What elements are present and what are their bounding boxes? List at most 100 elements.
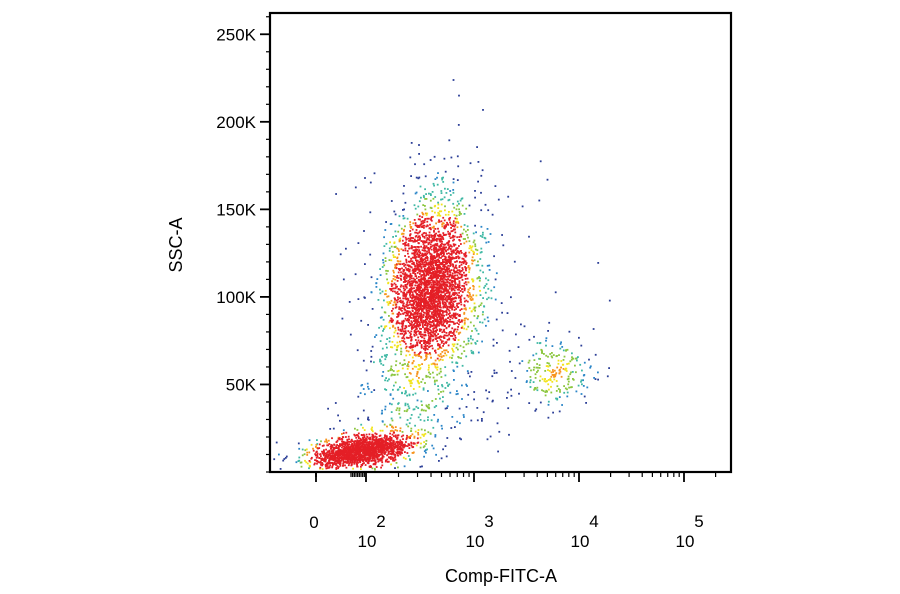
event-point <box>379 340 382 342</box>
event-point <box>461 232 464 235</box>
event-point <box>443 321 445 323</box>
event-point <box>356 439 359 442</box>
event-point <box>410 226 413 228</box>
event-point <box>407 318 409 320</box>
event-point <box>448 246 451 249</box>
event-point <box>432 197 435 200</box>
event-point <box>435 326 437 329</box>
event-point <box>396 389 399 391</box>
event-point <box>382 441 385 444</box>
event-point <box>423 274 426 277</box>
event-point <box>355 442 358 445</box>
event-point <box>396 257 399 260</box>
event-point <box>422 278 425 281</box>
event-point <box>386 346 388 349</box>
event-point <box>464 281 467 283</box>
event-point <box>471 262 474 265</box>
event-point <box>404 242 406 245</box>
event-point <box>417 246 420 249</box>
event-point <box>466 385 468 387</box>
event-point <box>438 254 440 256</box>
event-point <box>425 308 428 311</box>
event-point <box>397 311 400 314</box>
event-point <box>391 320 394 323</box>
event-point <box>427 353 429 355</box>
event-point <box>558 372 561 375</box>
event-point <box>391 319 393 322</box>
event-point <box>408 443 411 446</box>
event-point <box>418 261 420 264</box>
event-point <box>440 275 443 277</box>
event-point <box>355 440 357 443</box>
event-point <box>458 284 461 286</box>
event-point <box>408 353 411 356</box>
event-point <box>436 306 439 309</box>
event-point <box>556 385 559 388</box>
event-point <box>405 293 408 295</box>
event-point <box>446 266 448 269</box>
event-point <box>316 455 319 458</box>
event-point <box>325 467 328 470</box>
data-points <box>273 79 611 471</box>
event-point <box>423 240 425 243</box>
event-point <box>370 360 372 363</box>
event-point <box>395 364 397 367</box>
event-point <box>425 328 428 331</box>
event-point <box>415 318 418 321</box>
event-point <box>421 465 423 468</box>
event-point <box>440 340 443 343</box>
event-point <box>412 393 414 396</box>
event-point <box>448 291 451 294</box>
event-point <box>424 212 427 215</box>
event-point <box>374 439 377 442</box>
event-point <box>435 248 438 251</box>
event-point <box>394 381 397 384</box>
event-point <box>442 305 445 308</box>
event-point <box>419 281 422 284</box>
event-point <box>541 352 543 354</box>
event-point <box>316 450 318 453</box>
event-point <box>397 328 400 331</box>
event-point <box>298 447 301 450</box>
event-point <box>434 211 436 214</box>
event-point <box>434 264 437 266</box>
event-point <box>423 334 426 337</box>
event-point <box>440 391 442 393</box>
event-point <box>452 191 455 194</box>
event-point <box>336 457 339 460</box>
event-point <box>427 416 429 419</box>
event-point <box>529 379 532 382</box>
event-point <box>466 234 469 236</box>
event-point <box>424 301 427 303</box>
event-point <box>337 466 340 468</box>
event-point <box>392 440 395 443</box>
event-point <box>434 281 436 284</box>
event-point <box>403 311 406 314</box>
event-point <box>445 295 448 298</box>
event-point <box>433 245 436 248</box>
event-point <box>436 244 439 247</box>
event-point <box>567 377 570 380</box>
event-point <box>408 307 411 309</box>
event-point <box>441 384 443 386</box>
event-point <box>308 460 311 462</box>
event-point <box>400 435 403 438</box>
event-point <box>457 348 459 351</box>
event-point <box>386 278 388 281</box>
event-point <box>427 277 430 280</box>
event-point <box>416 324 419 327</box>
event-point <box>324 440 326 443</box>
event-point <box>454 217 457 220</box>
event-point <box>525 381 528 383</box>
event-point <box>463 340 465 343</box>
event-point <box>429 285 432 288</box>
event-point <box>425 270 428 272</box>
event-point <box>445 278 448 281</box>
event-point <box>418 242 420 245</box>
event-point <box>444 366 447 368</box>
event-point <box>429 333 432 336</box>
event-point <box>440 314 443 317</box>
event-point <box>304 449 307 452</box>
event-point <box>403 265 406 267</box>
event-point <box>384 445 386 448</box>
